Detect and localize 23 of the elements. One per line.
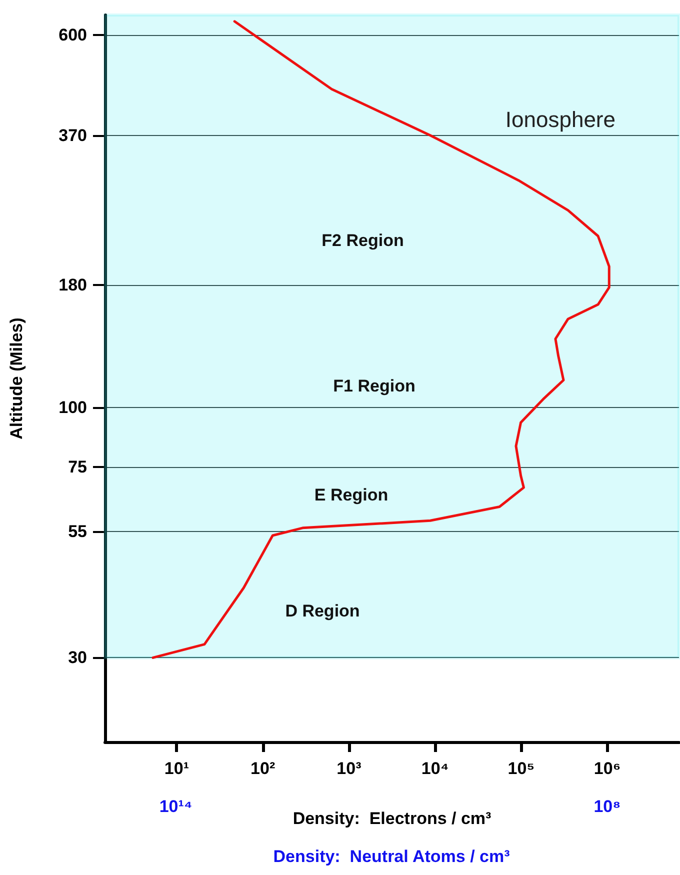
x-tick-label: 10³ [336, 759, 362, 778]
y-tick-label: 30 [68, 648, 87, 668]
x-tick-label: 10⁶ [594, 759, 621, 778]
x-tick-label: 10⁵ [508, 759, 535, 778]
annotation: F1 Region [333, 376, 416, 396]
x2-tick-label: 10¹⁴ [159, 797, 192, 816]
y-tick-label: 100 [58, 398, 87, 417]
y-tick-label: 55 [68, 522, 87, 542]
annotation: D Region [285, 602, 360, 621]
x-tick-label: 10² [250, 759, 276, 778]
x2-tick-label: 10⁸ [594, 797, 621, 816]
x-tick-label: 10¹ [164, 759, 190, 778]
y-axis-title: Altitude (Miles) [7, 318, 26, 440]
x2-axis-title: Density: Neutral Atoms / cm³ [273, 847, 510, 866]
annotation: F2 Region [322, 230, 404, 250]
band-label: Ionosphere [505, 107, 616, 132]
y-tick-label: 370 [58, 126, 87, 145]
y-tick-label: 600 [58, 25, 87, 44]
x-axis-title: Density: Electrons / cm³ [292, 809, 492, 828]
x-tick-label: 10⁴ [421, 759, 449, 778]
annotation: E Region [314, 485, 388, 504]
y-tick-label: 75 [68, 458, 87, 477]
y-tick-label: 180 [58, 276, 87, 295]
